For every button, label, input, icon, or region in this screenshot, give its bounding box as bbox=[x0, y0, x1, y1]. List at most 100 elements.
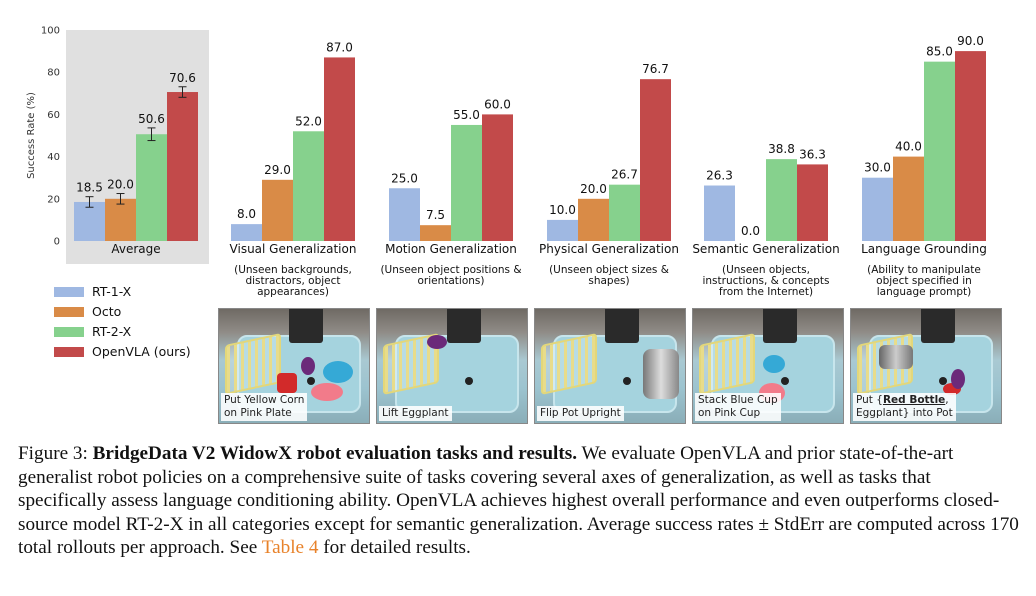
category-label: Motion Generalization bbox=[385, 242, 517, 256]
category-label: Average bbox=[111, 242, 160, 256]
bars-group: 18.5 8.0 25.0 10.0 26.3 30.0 20.0 29.0 7.5 20.0 0.… bbox=[74, 34, 986, 242]
figure-label: Figure 3: bbox=[18, 443, 88, 464]
category-subtitle-line: language prompt) bbox=[877, 286, 972, 298]
y-tick-label: 40 bbox=[47, 152, 60, 163]
bar bbox=[420, 225, 451, 241]
figure-caption-title: BridgeData V2 WidowX robot evaluation ta… bbox=[92, 443, 578, 464]
bar bbox=[167, 92, 198, 241]
category-subtitle-line: (Ability to manipulate bbox=[867, 264, 981, 276]
bar bbox=[578, 198, 609, 241]
data-label: 36.3 bbox=[799, 147, 826, 161]
data-label: 60.0 bbox=[484, 97, 511, 111]
data-label: 85.0 bbox=[926, 45, 953, 59]
bar bbox=[547, 219, 578, 241]
category-subtitle-line: (Unseen backgrounds, bbox=[234, 264, 352, 276]
y-tick-label: 80 bbox=[47, 68, 60, 79]
category-subtitle-line: distractors, object bbox=[245, 275, 340, 287]
task-photo-motion: Lift Eggplant bbox=[376, 308, 528, 424]
y-axis-label: Success Rate (%) bbox=[26, 92, 37, 179]
legend-label: OpenVLA (ours) bbox=[92, 344, 191, 359]
legend-swatch bbox=[54, 307, 84, 317]
figure-caption: Figure 3: BridgeData V2 WidowX robot eva… bbox=[18, 442, 1020, 560]
table-reference-link[interactable]: Table 4 bbox=[261, 537, 319, 558]
task-photo-visual: Put Yellow Corn on Pink Plate bbox=[218, 308, 370, 424]
task-caption-visual: Put Yellow Corn on Pink Plate bbox=[221, 393, 308, 421]
legend-swatch bbox=[54, 287, 84, 297]
bar-chart: 0 20 40 60 80 100 Success Rate (%) 18.5 8.0 25.… bbox=[26, 26, 987, 360]
data-label: 38.8 bbox=[768, 142, 795, 156]
bar bbox=[136, 134, 167, 241]
category-subtitle-line: appearances) bbox=[257, 286, 329, 298]
y-tick-label: 20 bbox=[47, 194, 60, 205]
y-tick-label: 0 bbox=[54, 237, 60, 248]
data-label: 40.0 bbox=[895, 140, 922, 154]
data-label: 29.0 bbox=[264, 163, 291, 177]
bar bbox=[924, 61, 955, 242]
data-label: 76.7 bbox=[642, 62, 669, 76]
y-tick-label: 100 bbox=[41, 26, 60, 37]
figure-caption-text: We evaluate OpenVLA and prior state-of-t… bbox=[18, 443, 1019, 558]
legend: RT-1-X Octo RT-2-X OpenVLA (ours) bbox=[54, 284, 191, 359]
category-label: Physical Generalization bbox=[539, 242, 679, 256]
bar bbox=[293, 131, 324, 241]
task-photos: Put Yellow Corn on Pink Plate Lift Eggpla… bbox=[0, 308, 1036, 424]
bar bbox=[609, 184, 640, 241]
category-subtitle-line: shapes) bbox=[588, 275, 629, 287]
data-label: 25.0 bbox=[391, 171, 418, 185]
bar bbox=[482, 114, 513, 241]
data-label: 0.0 bbox=[741, 224, 760, 238]
bar bbox=[893, 156, 924, 241]
data-label: 30.0 bbox=[864, 161, 891, 175]
legend-label: RT-1-X bbox=[92, 284, 132, 299]
category-subtitle-line: instructions, & concepts bbox=[702, 275, 829, 287]
bar bbox=[74, 201, 105, 241]
category-label: Semantic Generalization bbox=[692, 242, 839, 256]
category-label: Language Grounding bbox=[861, 242, 987, 256]
x-axis-labels: Average Visual Generalization (Unseen back… bbox=[111, 242, 987, 298]
bar bbox=[862, 177, 893, 241]
task-photo-semantic: Stack Blue Cup on Pink Cup bbox=[692, 308, 844, 424]
data-label: 90.0 bbox=[957, 34, 984, 48]
bar bbox=[262, 179, 293, 241]
data-label: 52.0 bbox=[295, 114, 322, 128]
bar bbox=[955, 51, 986, 241]
task-caption-language: Put {Red Bottle, Eggplant} into Pot bbox=[853, 393, 956, 421]
y-axis: 0 20 40 60 80 100 bbox=[41, 26, 60, 248]
bar bbox=[231, 224, 262, 241]
category-subtitle-line: (Unseen object sizes & bbox=[549, 264, 669, 276]
figure-caption-text-end: for detailed results. bbox=[323, 537, 471, 558]
y-tick-label: 60 bbox=[47, 110, 60, 121]
task-caption-semantic: Stack Blue Cup on Pink Cup bbox=[695, 393, 781, 421]
bar bbox=[324, 57, 355, 242]
legend-swatch bbox=[54, 327, 84, 337]
data-label: 8.0 bbox=[237, 207, 256, 221]
category-subtitle-line: object specified in bbox=[876, 275, 972, 287]
category-subtitle-line: from the Internet) bbox=[719, 286, 813, 298]
data-label: 20.0 bbox=[107, 178, 134, 192]
bar bbox=[766, 159, 797, 241]
category-subtitle-line: (Unseen objects, bbox=[722, 264, 810, 276]
data-label: 7.5 bbox=[426, 208, 445, 222]
task-photo-language: Put {Red Bottle, Eggplant} into Pot bbox=[850, 308, 1002, 424]
bar bbox=[105, 198, 136, 241]
task-caption-motion: Lift Eggplant bbox=[379, 406, 452, 421]
legend-label: RT-2-X bbox=[92, 324, 132, 339]
data-label: 50.6 bbox=[138, 112, 165, 126]
category-subtitle-line: orientations) bbox=[417, 275, 484, 287]
data-label: 70.6 bbox=[169, 71, 196, 85]
legend-label: Octo bbox=[92, 304, 121, 319]
task-photo-physical: Flip Pot Upright bbox=[534, 308, 686, 424]
data-label: 26.7 bbox=[611, 168, 638, 182]
legend-swatch bbox=[54, 347, 84, 357]
data-label: 10.0 bbox=[549, 203, 576, 217]
data-label: 87.0 bbox=[326, 40, 353, 54]
task-caption-physical: Flip Pot Upright bbox=[537, 406, 624, 421]
data-label: 20.0 bbox=[580, 182, 607, 196]
bar bbox=[451, 124, 482, 241]
data-label: 55.0 bbox=[453, 108, 480, 122]
bar bbox=[640, 79, 671, 242]
category-subtitle-line: (Unseen object positions & bbox=[380, 264, 521, 276]
bar bbox=[389, 188, 420, 241]
bar bbox=[704, 185, 735, 241]
data-label: 18.5 bbox=[76, 181, 103, 195]
